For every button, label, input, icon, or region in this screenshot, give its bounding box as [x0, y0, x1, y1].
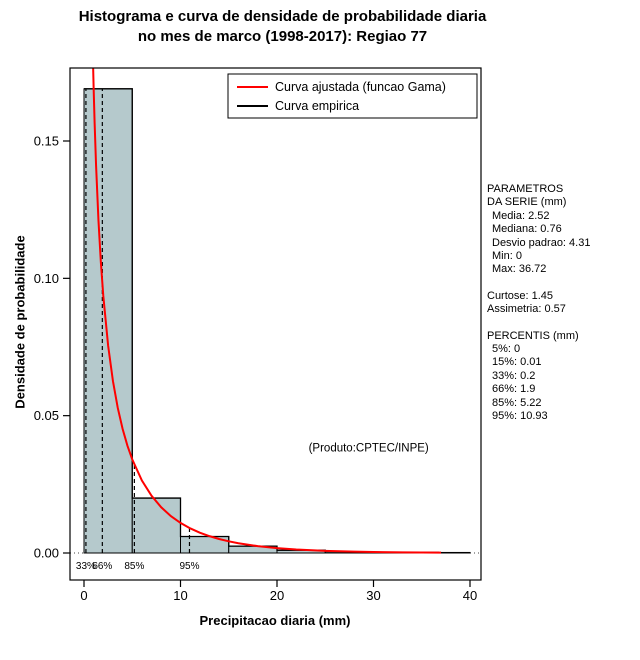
- stats-panel: PARAMETROS DA SERIE (mm) Media: 2.52 Med…: [487, 183, 590, 424]
- percentile-line-label: 66%: [92, 561, 112, 572]
- stat-assimetria: Assimetria: 0.57: [487, 303, 566, 316]
- stat-min: Min: 0: [492, 250, 522, 263]
- x-axis-tick-label: 0: [80, 588, 87, 603]
- percentil-95: 95%: 10.93: [492, 410, 548, 423]
- percentil-66: 66%: 1.9: [492, 383, 536, 396]
- percentil-33: 33%: 0.2: [492, 369, 536, 382]
- chart-title-line2: no mes de marco (1998-2017): Regiao 77: [137, 28, 428, 45]
- y-axis-tick-label: 0.05: [34, 408, 59, 423]
- y-axis-tick-label: 0.00: [34, 546, 59, 561]
- x-axis-tick-label: 20: [270, 588, 284, 603]
- legend-label-gamma: Curva ajustada (funcao Gama): [275, 80, 446, 94]
- percentile-line-label: 95%: [179, 561, 199, 572]
- percentil-15: 15%: 0.01: [492, 356, 542, 369]
- x-axis-tick-label: 10: [173, 588, 187, 603]
- stat-desvio-padrao: Desvio padrao: 4.31: [492, 236, 591, 249]
- x-axis-label: Precipitacao diaria (mm): [199, 613, 351, 628]
- stat-curtose: Curtose: 1.45: [487, 289, 554, 302]
- x-axis-tick-label: 30: [366, 588, 380, 603]
- x-axis-tick-label: 40: [463, 588, 477, 603]
- percentile-line-label: 33%: [76, 561, 96, 572]
- stat-max: Max: 36.72: [492, 263, 547, 276]
- percentil-85: 85%: 5.22: [492, 396, 542, 409]
- y-axis-tick-label: 0.10: [34, 271, 59, 286]
- legend-box: [227, 73, 478, 119]
- plot-border: [69, 67, 482, 581]
- chart-title: Histograma e curva de densidade de proba…: [0, 7, 565, 47]
- histogram-bar: [83, 88, 133, 554]
- y-axis-tick-label: 0.15: [34, 134, 59, 149]
- stat-media: Media: 2.52: [492, 209, 550, 222]
- legend-label-empirical: Curva empirica: [275, 99, 359, 113]
- stat-mediana: Mediana: 0.76: [492, 223, 562, 236]
- percentil-5: 5%: 0: [492, 343, 521, 356]
- histogram-bar: [131, 497, 181, 554]
- gamma-curve: [92, 68, 442, 554]
- annotation-produto: (Produto:CPTEC/INPE): [309, 442, 429, 454]
- empirical-curve: [84, 88, 439, 554]
- chart-title-line1: Histograma e curva de densidade de proba…: [78, 8, 487, 25]
- percentile-line-label: 85%: [124, 561, 144, 572]
- stats-header-line1: PARAMETROS: [487, 183, 564, 195]
- stats-header-line2: DA SERIE (mm): [487, 196, 567, 209]
- percentis-header: PERCENTIS (mm): [487, 329, 579, 342]
